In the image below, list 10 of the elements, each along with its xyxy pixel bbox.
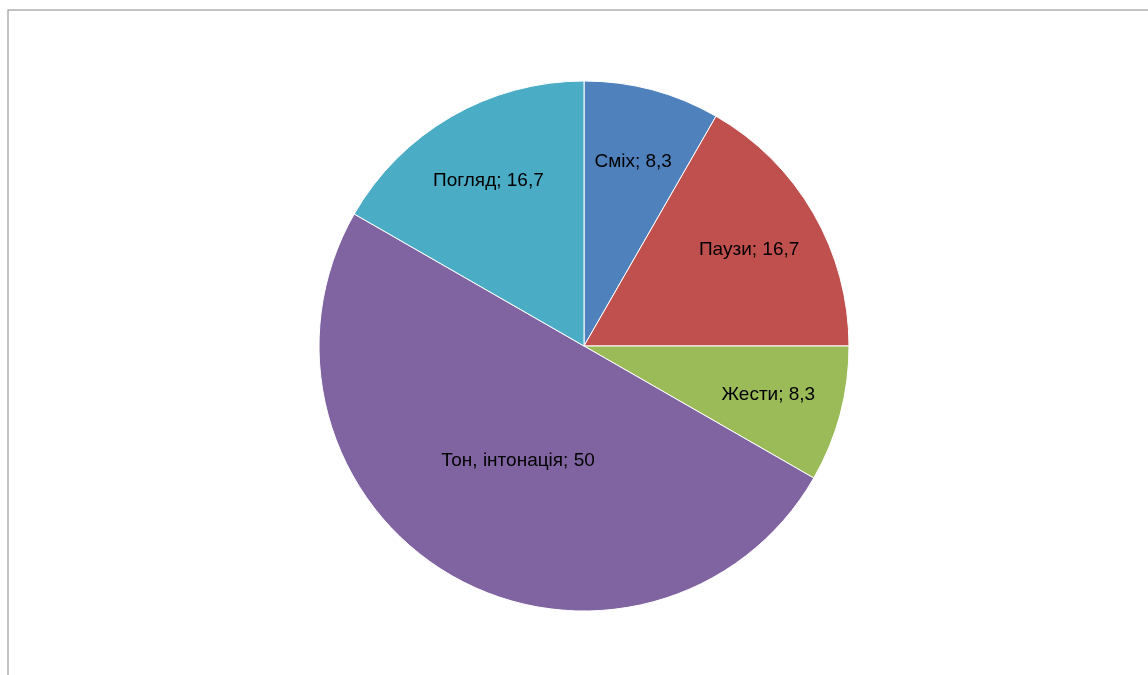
data-label: ; 8,3 <box>634 149 672 171</box>
data-label: ; 8,3 <box>778 383 816 405</box>
slice-label: Жести <box>721 383 779 405</box>
data-label: ; 50 <box>563 448 595 470</box>
data-label: ; 16,7 <box>751 238 800 260</box>
slice-label: Погляд <box>433 168 497 190</box>
slice-label: Сміх <box>594 149 636 171</box>
data-label: ; 16,7 <box>496 168 544 190</box>
slice-label: Паузи <box>698 238 752 260</box>
slice-label: Тон, інтонація <box>441 448 564 470</box>
